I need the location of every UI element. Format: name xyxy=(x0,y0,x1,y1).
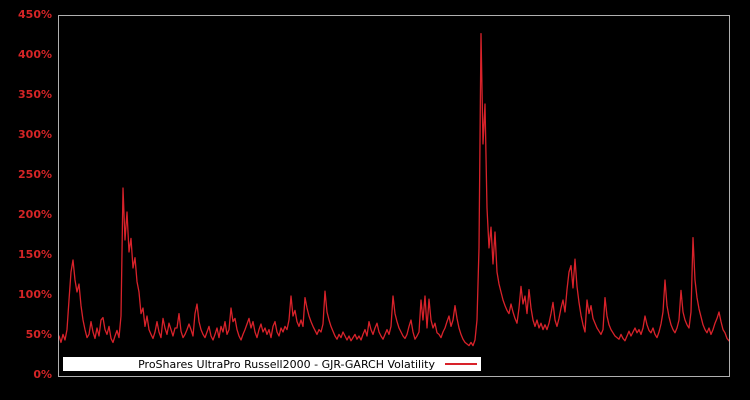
y-tick-label: 300% xyxy=(18,128,52,141)
legend-label: ProShares UltraPro Russell2000 - GJR-GAR… xyxy=(138,357,435,371)
y-tick-label: 450% xyxy=(18,8,52,21)
volatility-series-line xyxy=(59,32,729,347)
y-tick-label: 400% xyxy=(18,48,52,61)
legend-line-swatch xyxy=(445,363,477,365)
y-tick-label: 100% xyxy=(18,288,52,301)
y-tick-label: 350% xyxy=(18,88,52,101)
plot-area xyxy=(58,15,730,377)
y-tick-label: 200% xyxy=(18,208,52,221)
legend: ProShares UltraPro Russell2000 - GJR-GAR… xyxy=(63,357,481,371)
series-canvas xyxy=(59,32,729,347)
y-tick-label: 250% xyxy=(18,168,52,181)
y-tick-label: 0% xyxy=(33,368,52,381)
y-tick-label: 150% xyxy=(18,248,52,261)
y-tick-label: 50% xyxy=(25,328,52,341)
y-axis: 0% 50% 100% 150% 200% 250% 300% 350% 400% 450% xyxy=(0,0,52,400)
